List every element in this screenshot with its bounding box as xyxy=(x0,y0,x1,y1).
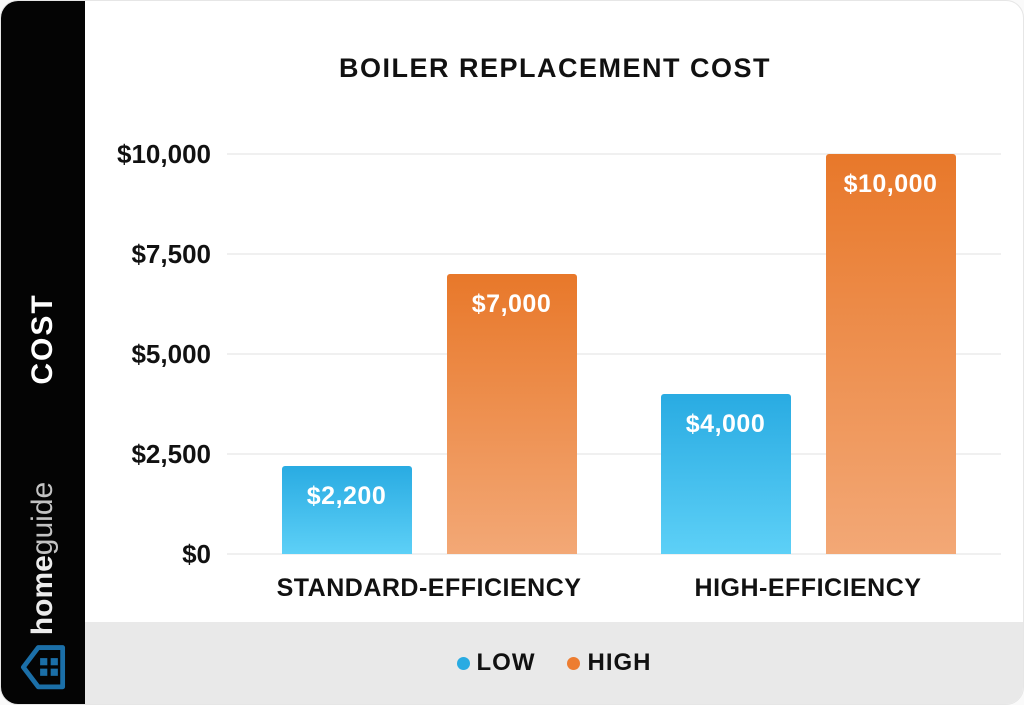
bar-value-label: $7,000 xyxy=(471,290,552,318)
bar-high-high-efficiency: $10,000 xyxy=(825,154,956,554)
logo-wordmark: homeguide xyxy=(26,481,59,636)
homeguide-logo: homeguide xyxy=(20,482,66,690)
x-category-label: STANDARD-EFFICIENCY xyxy=(276,574,582,602)
homeguide-house-icon xyxy=(20,644,66,690)
y-tick-label: $2,500 xyxy=(131,439,211,469)
gridline-0 xyxy=(227,553,1001,555)
bar-low-standard-efficiency: $2,200 xyxy=(281,466,412,554)
gridline-10000 xyxy=(227,153,1001,155)
chart-title: BOILER REPLACEMENT COST xyxy=(338,53,771,83)
gridline-2500 xyxy=(227,453,1001,455)
bar-low-high-efficiency: $4,000 xyxy=(660,394,791,554)
gridline-7500 xyxy=(227,253,1001,255)
legend-dot-high xyxy=(567,656,581,670)
bar-high-standard-efficiency: $7,000 xyxy=(446,274,577,554)
legend-label-high: HIGH xyxy=(587,649,652,676)
sidebar: COST homeguide xyxy=(1,1,85,704)
logo-word-guide: guide xyxy=(26,481,59,556)
bar-chart: BOILER REPLACEMENT COST $0 $2,500 $5,000 $7… xyxy=(85,1,1023,624)
legend-dot-low xyxy=(456,656,470,670)
legend-label-low: LOW xyxy=(476,649,536,676)
y-tick-label: $7,500 xyxy=(131,239,211,269)
x-category-label: HIGH-EFFICIENCY xyxy=(694,574,922,602)
legend-item-high: HIGH xyxy=(567,649,651,677)
y-tick-label: $10,000 xyxy=(117,139,211,169)
gridline-5000 xyxy=(227,353,1001,355)
logo-word-home: home xyxy=(26,555,59,636)
y-axis-title: COST xyxy=(26,293,59,385)
legend: LOW HIGH xyxy=(85,622,1023,704)
legend-item-low: LOW xyxy=(456,649,536,677)
bar-value-label: $2,200 xyxy=(306,482,387,510)
y-tick-label: $0 xyxy=(182,539,211,569)
y-tick-label: $5,000 xyxy=(131,339,211,369)
bar-value-label: $4,000 xyxy=(685,410,766,438)
bar-value-label: $10,000 xyxy=(843,170,938,198)
